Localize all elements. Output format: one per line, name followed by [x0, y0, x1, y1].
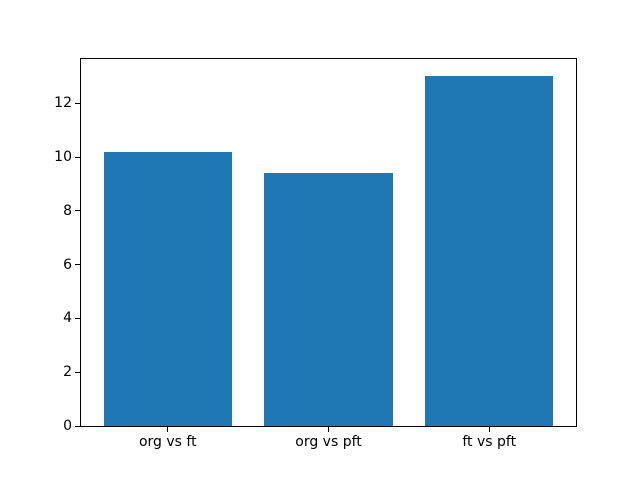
y-tick-label: 2 [63, 364, 72, 381]
x-tick-mark [488, 427, 490, 432]
y-tick-mark [75, 317, 80, 319]
y-tick-mark [75, 264, 80, 266]
y-tick-label: 10 [54, 149, 72, 166]
bar [424, 76, 554, 426]
y-tick-label: 6 [63, 256, 72, 273]
x-tick-label: ft vs pft [462, 434, 517, 450]
x-tick-label: org vs pft [295, 434, 362, 450]
bar [103, 151, 233, 426]
y-tick-label: 0 [63, 418, 72, 434]
y-tick-label: 4 [63, 310, 72, 327]
plot-area: 0 2 4 6 8 10 12 org vs ft org vs pft ft vs pft [54, 58, 577, 449]
bar [264, 173, 393, 426]
y-tick-mark [75, 102, 80, 104]
y-tick-mark [75, 371, 80, 373]
y-tick-label: 12 [54, 95, 72, 112]
y-tick-mark [75, 425, 80, 427]
x-tick-label: org vs ft [138, 434, 197, 450]
y-tick-mark [75, 156, 80, 158]
x-tick-mark [167, 427, 169, 432]
y-tick-mark [75, 210, 80, 212]
y-tick-label: 8 [63, 202, 72, 219]
x-tick-mark [328, 427, 329, 432]
